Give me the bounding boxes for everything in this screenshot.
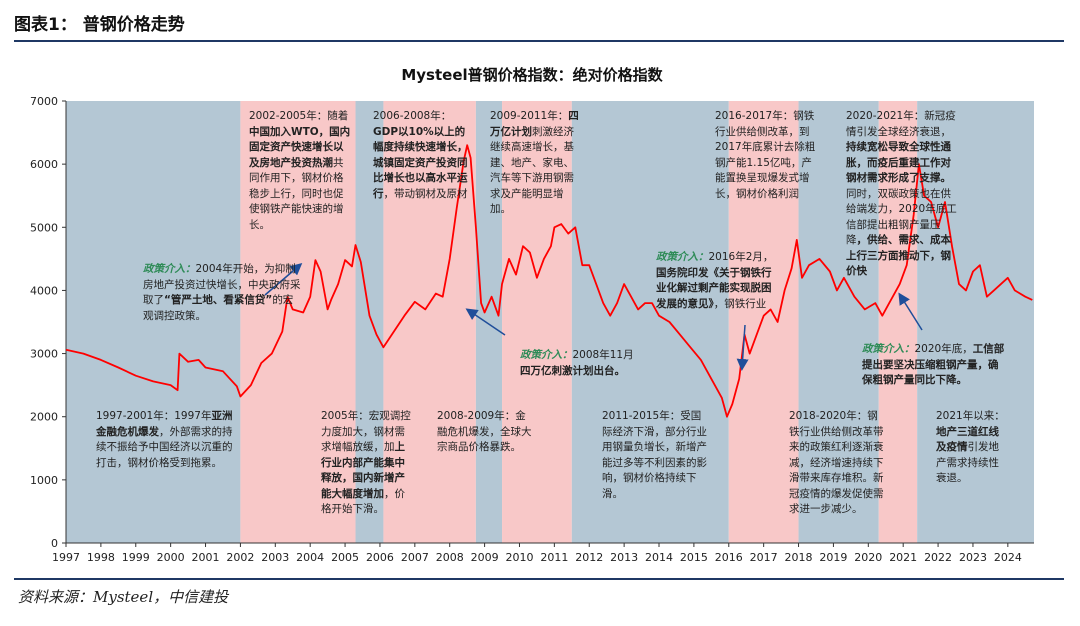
- period-band-6: [571, 101, 729, 543]
- price-series: [65, 144, 1033, 418]
- x-tick-label: 2004: [296, 551, 324, 564]
- annotation-policy-2008: 政策介入：2008年11月 四万亿刺激计划出台。: [520, 349, 634, 377]
- x-tick-label: 2000: [157, 551, 185, 564]
- annotation-2021-on: 2021年以来：地产三道红线及疫情引发地产需求持续性衰退。: [936, 410, 1005, 484]
- x-tick-label: 2019: [819, 551, 847, 564]
- source-note: 资料来源：Mysteel，中信建投: [18, 588, 229, 606]
- x-tick-label: 2021: [889, 551, 917, 564]
- x-tick-label: 2013: [610, 551, 638, 564]
- x-tick-label: 2002: [226, 551, 254, 564]
- figure-header: 图表1： 普钢价格走势: [14, 15, 185, 35]
- x-tick-label: 2020: [854, 551, 882, 564]
- y-tick-label: 7000: [30, 95, 58, 108]
- x-tick-label: 2015: [680, 551, 708, 564]
- y-tick-label: 5000: [30, 221, 58, 234]
- x-tick-label: 2011: [540, 551, 568, 564]
- x-tick-label: 2009: [471, 551, 499, 564]
- period-band-9: [878, 101, 918, 543]
- annotation-2018-2020: 2018-2020年：钢铁行业供给侧改革带来的政策红利逐渐衰减，经济增速持续下滑…: [789, 410, 884, 515]
- x-tick-label: 2010: [505, 551, 533, 564]
- arrow-2: [736, 324, 749, 371]
- annotation-2009-2011: 2009-2011年：四万亿计划刺激经济继续高速增长，基建、地产、家电、汽车等下…: [490, 110, 579, 215]
- x-tick-label: 2018: [785, 551, 813, 564]
- period-band-7: [728, 101, 799, 543]
- period-band-10: [917, 101, 1034, 543]
- x-tick-label: 2016: [715, 551, 743, 564]
- x-tick-label: 2023: [959, 551, 987, 564]
- y-tick-label: 2000: [30, 411, 58, 424]
- x-tick-label: 2024: [994, 551, 1022, 564]
- period-band-4: [475, 101, 503, 543]
- arrow-1: [465, 308, 506, 336]
- arrow-3: [898, 292, 923, 331]
- annotation-2005: 2005年：宏观调控力度加大，钢材需求增幅放缓，加上行业内部产能集中释放，国内新…: [321, 410, 411, 515]
- period-band-8: [798, 101, 879, 543]
- annotation-2020-2021: 2020-2021年：新冠疫情引发全球经济衰退，持续宽松导致全球性通胀，而疫后重…: [846, 110, 957, 277]
- x-tick-label: 2003: [261, 551, 289, 564]
- annotation-policy-2004: 政策介入：2004年开始，为抑制房地产投资过快增长，中央政府采取了“管严土地、看…: [143, 263, 301, 322]
- footer-rule: [14, 578, 1064, 580]
- period-band-3: [383, 101, 476, 543]
- period-band-1: [240, 101, 356, 543]
- axes: 0 1000 2000 3000 4000 5000 6000 7000 1997 1998 199…: [30, 95, 1034, 564]
- period-band-5: [502, 101, 572, 543]
- y-tick-label: 3000: [30, 348, 58, 361]
- x-tick-label: 2022: [924, 551, 952, 564]
- y-tick-label: 1000: [30, 474, 58, 487]
- x-tick-label: 2017: [750, 551, 778, 564]
- x-tick-label: 1999: [122, 551, 150, 564]
- annotation-2002-2005: 2002-2005年：随着中国加入WTO，国内固定资产快速增长以及房地产投资热潮…: [249, 110, 351, 231]
- x-tick-label: 2007: [401, 551, 429, 564]
- y-tick-label: 4000: [30, 284, 58, 297]
- arrow-0: [264, 263, 303, 296]
- price-line: [65, 144, 1033, 418]
- price-chart: Mysteel普钢价格指数：绝对价格指数 0 1000 2000 3000 4000 50…: [30, 66, 1034, 564]
- header-rule: [14, 40, 1064, 42]
- x-tick-label: 2005: [331, 551, 359, 564]
- x-tick-label: 2014: [645, 551, 673, 564]
- y-tick-label: 6000: [30, 158, 58, 171]
- x-tick-label: 2008: [436, 551, 464, 564]
- annotation-2006-2008: 2006-2008年：GDP以10%以上的幅度持续快速增长，城镇固定资产投资同比…: [373, 110, 468, 200]
- annotation-policy-2020: 政策介入：2020年底，工信部提出要坚决压缩粗钢产量，确保粗钢产量同比下降。: [862, 343, 1005, 386]
- y-tick-label: 0: [51, 537, 58, 550]
- period-band-0: [66, 101, 241, 543]
- annotation-2011-2015: 2011-2015年：受国际经济下滑，部分行业用钢量负增长，新增产能过多等不利因…: [602, 410, 707, 500]
- annotation-policy-2016: 政策介入：2016年2月，国务院印发《关于钢铁行业化解过剩产能实现脱困发展的意见…: [656, 251, 774, 310]
- x-tick-label: 2012: [575, 551, 603, 564]
- annotation-1997-2001: 1997-2001年：1997年亚洲金融危机爆发，外部需求的持续不振给予中国经济…: [96, 410, 233, 469]
- annotation-arrows: [264, 263, 923, 371]
- x-tick-label: 1997: [52, 551, 80, 564]
- period-bands: [66, 101, 1034, 543]
- x-tick-label: 2001: [192, 551, 220, 564]
- x-tick-label: 2006: [366, 551, 394, 564]
- annotation-2016-2017: 2016-2017年：钢铁行业供给侧改革，到2017年底累计去除粗钢产能1.15…: [715, 110, 816, 200]
- chart-title: Mysteel普钢价格指数：绝对价格指数: [401, 66, 663, 84]
- annotation-2008-2009: 2008-2009年：金融危机爆发，全球大宗商品价格暴跌。: [437, 410, 532, 453]
- period-band-2: [355, 101, 384, 543]
- x-tick-label: 1998: [87, 551, 115, 564]
